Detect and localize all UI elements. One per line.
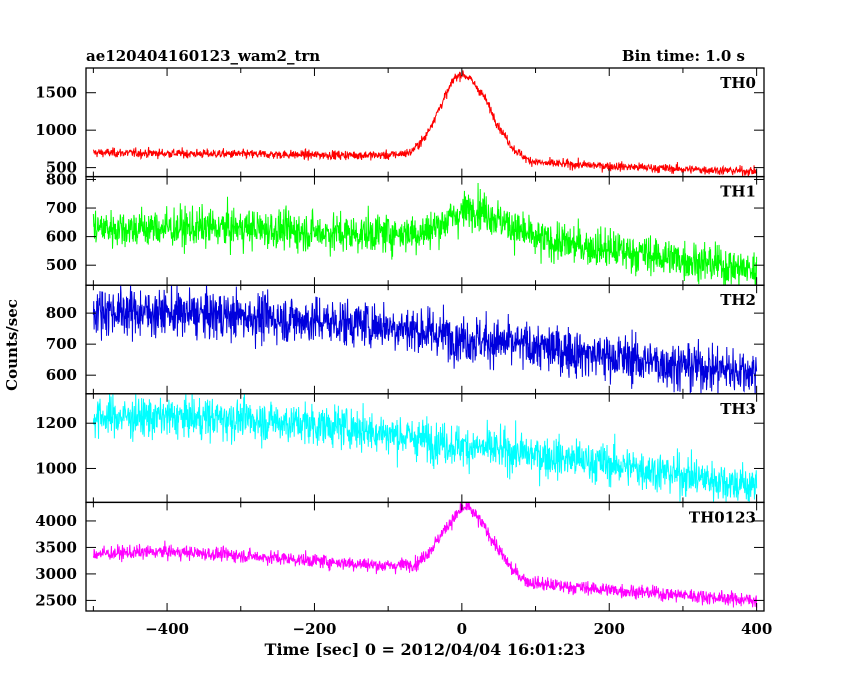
y-tick-label: 500	[46, 256, 77, 274]
x-tick-label: −200	[293, 620, 337, 638]
bin-time-label: Bin time: 1.0 s	[622, 47, 745, 65]
y-tick-label: 4000	[35, 512, 77, 530]
panel-th1: 500 600 700 800 TH1	[46, 170, 765, 286]
series-line-th0123	[92, 502, 758, 608]
x-tick-label: 200	[594, 620, 625, 638]
panel-th0: 500 1000 1500 TH0	[35, 67, 765, 178]
y-tick-label: 3000	[35, 565, 77, 583]
y-tick-label: 1000	[35, 459, 77, 477]
panel-frame	[85, 501, 765, 612]
panel-label-th3: TH3	[720, 400, 756, 418]
series-line-th2	[92, 285, 758, 394]
series-line-th1	[92, 183, 758, 286]
x-tick-label: −400	[145, 620, 189, 638]
y-tick-label: 1200	[35, 414, 77, 432]
x-axis-title: Time [sec] 0 = 2012/04/04 16:01:23	[265, 640, 586, 659]
panel-th3: 1000 1200 TH3	[35, 393, 765, 504]
panel-th2: 600 700 800 TH2	[46, 284, 765, 395]
panel-label-th0123: TH0123	[689, 508, 756, 526]
panels-group: 500 1000 1500 TH0 500 600 700 800 TH1 600 700 800 TH…	[35, 67, 765, 612]
observation-id-title: ae120404160123_wam2_trn	[86, 47, 320, 65]
panel-th0123: 2500 3000 3500 4000 TH0123	[35, 501, 765, 612]
y-tick-label: 800	[46, 304, 77, 322]
y-tick-label: 1500	[35, 84, 77, 102]
y-tick-label: 2500	[35, 591, 77, 609]
y-tick-label: 500	[46, 159, 77, 177]
y-tick-label: 700	[46, 199, 77, 217]
x-axis: −400 −200 0 200 400	[145, 620, 772, 638]
x-tick-label: 0	[457, 620, 467, 638]
y-axis-title: Counts/sec	[3, 299, 21, 391]
series-line-th3	[92, 393, 758, 503]
series-line-th0	[92, 70, 758, 177]
y-tick-label: 600	[46, 366, 77, 384]
y-tick-label: 600	[46, 228, 77, 246]
panel-label-th0: TH0	[720, 74, 756, 92]
x-tick-label: 400	[741, 620, 772, 638]
y-tick-label: 3500	[35, 538, 77, 556]
panel-frame	[85, 67, 765, 178]
y-tick-label: 800	[46, 170, 77, 188]
y-tick-label: 1000	[35, 121, 77, 139]
panel-label-th1: TH1	[720, 183, 756, 201]
y-tick-label: 700	[46, 335, 77, 353]
panel-label-th2: TH2	[720, 291, 756, 309]
